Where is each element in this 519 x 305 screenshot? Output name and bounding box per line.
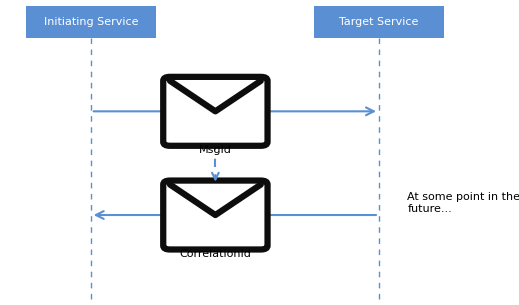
Text: MsgId: MsgId bbox=[199, 145, 232, 155]
FancyBboxPatch shape bbox=[26, 6, 156, 38]
FancyBboxPatch shape bbox=[163, 181, 268, 249]
Text: Target Service: Target Service bbox=[339, 17, 418, 27]
Text: Initiating Service: Initiating Service bbox=[44, 17, 138, 27]
Text: At some point in the
future...: At some point in the future... bbox=[407, 192, 519, 214]
Text: CorrelationId: CorrelationId bbox=[180, 249, 251, 259]
FancyBboxPatch shape bbox=[163, 77, 268, 146]
FancyBboxPatch shape bbox=[314, 6, 444, 38]
